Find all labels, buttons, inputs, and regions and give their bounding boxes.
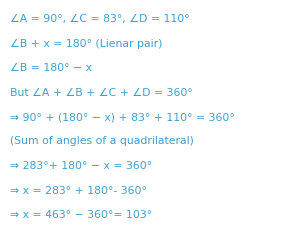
Text: ⇒ x = 463° − 360°= 103°: ⇒ x = 463° − 360°= 103° bbox=[10, 210, 152, 220]
Text: ⇒ 90° + (180° − x) + 83° + 110° = 360°: ⇒ 90° + (180° − x) + 83° + 110° = 360° bbox=[10, 112, 235, 122]
Text: ∠A = 90°, ∠C = 83°, ∠D = 110°: ∠A = 90°, ∠C = 83°, ∠D = 110° bbox=[10, 14, 190, 24]
Text: (Sum of angles of a quadrilateral): (Sum of angles of a quadrilateral) bbox=[10, 137, 194, 147]
Text: ⇒ x = 283° + 180°- 360°: ⇒ x = 283° + 180°- 360° bbox=[10, 185, 147, 196]
Text: ⇒ 283°+ 180° − x = 360°: ⇒ 283°+ 180° − x = 360° bbox=[10, 161, 152, 171]
Text: ∠B = 180° − x: ∠B = 180° − x bbox=[10, 63, 92, 73]
Text: ∠B + x = 180° (Lienar pair): ∠B + x = 180° (Lienar pair) bbox=[10, 38, 162, 49]
Text: But ∠A + ∠B + ∠C + ∠D = 360°: But ∠A + ∠B + ∠C + ∠D = 360° bbox=[10, 87, 193, 97]
